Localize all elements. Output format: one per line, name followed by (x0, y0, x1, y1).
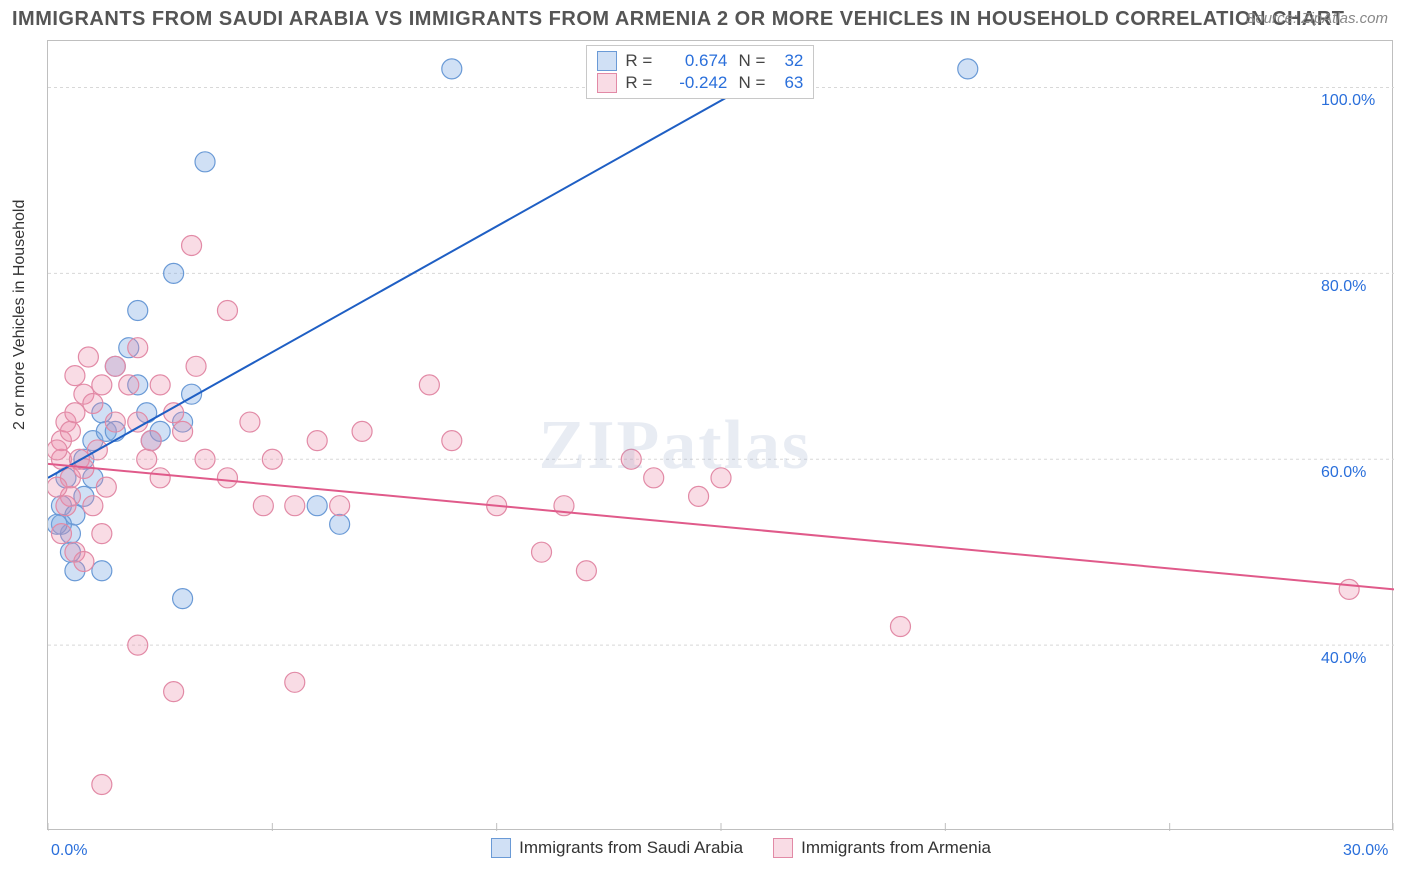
stats-legend: R =0.674N =32R =-0.242N =63 (586, 45, 814, 99)
y-tick-label: 40.0% (1321, 650, 1366, 668)
y-tick-label: 100.0% (1321, 92, 1375, 110)
stats-legend-row: R =0.674N =32 (597, 50, 803, 72)
y-tick-label: 60.0% (1321, 464, 1366, 482)
x-tick-label: 0.0% (51, 842, 87, 860)
stats-legend-row: R =-0.242N =63 (597, 72, 803, 94)
chart-title: IMMIGRANTS FROM SAUDI ARABIA VS IMMIGRAN… (12, 8, 1345, 31)
x-tick-label: 30.0% (1343, 842, 1388, 860)
legend-swatch (597, 73, 617, 93)
series-legend-item: Immigrants from Armenia (773, 838, 991, 858)
series-legend-label: Immigrants from Saudi Arabia (519, 838, 743, 858)
source-label: Source: ZipAtlas.com (1245, 10, 1388, 27)
legend-swatch (597, 51, 617, 71)
scatter-svg (48, 41, 1394, 831)
legend-swatch (773, 838, 793, 858)
series-legend: Immigrants from Saudi Arabia Immigrants f… (491, 838, 991, 858)
series-legend-item: Immigrants from Saudi Arabia (491, 838, 743, 858)
legend-swatch (491, 838, 511, 858)
series-legend-label: Immigrants from Armenia (801, 838, 991, 858)
y-axis-label: 2 or more Vehicles in Household (11, 200, 29, 430)
chart-container: IMMIGRANTS FROM SAUDI ARABIA VS IMMIGRAN… (0, 0, 1406, 892)
y-tick-label: 80.0% (1321, 278, 1366, 296)
plot-area: ZIPatlas R =0.674N =32R =-0.242N =63 (47, 40, 1393, 830)
